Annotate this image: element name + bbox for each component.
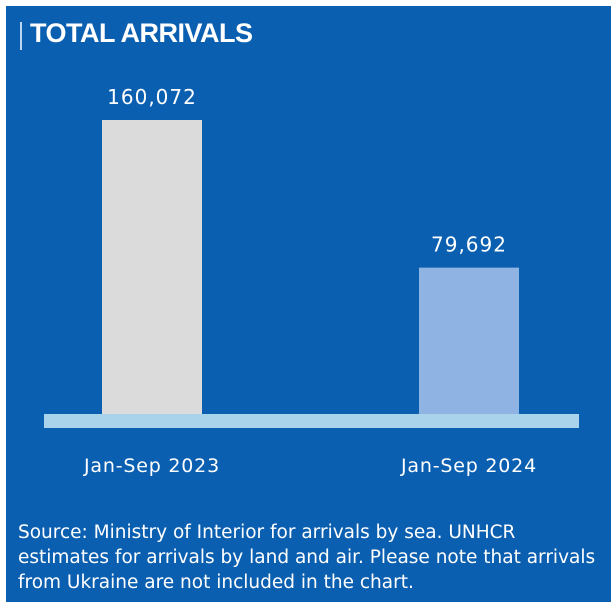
category-label-2: Jan-Sep 2024: [400, 455, 537, 477]
x-axis-baseline: [44, 414, 579, 428]
title-accent-bar: [20, 22, 22, 50]
category-label-1: Jan-Sep 2023: [83, 455, 220, 477]
chart-panel: TOTAL ARRIVALS 160,072 Jan-Sep 2023 79,692…: [6, 6, 611, 602]
chart-title: TOTAL ARRIVALS: [30, 18, 253, 48]
source-note: Source: Ministry of Interior for arrival…: [18, 522, 596, 593]
bar-1: [102, 120, 202, 414]
value-label-1: 160,072: [107, 85, 197, 109]
bar-chart: 160,072 Jan-Sep 2023 79,692 Jan-Sep 2024: [44, 85, 579, 477]
bar-2: [419, 267, 519, 414]
value-label-2: 79,692: [431, 233, 507, 257]
